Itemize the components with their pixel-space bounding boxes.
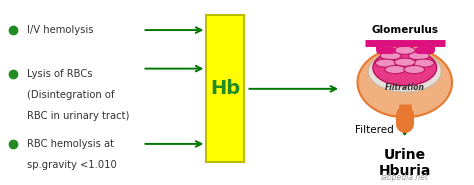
Circle shape [394, 46, 415, 54]
Text: Hb: Hb [210, 79, 240, 98]
Ellipse shape [368, 51, 441, 92]
Circle shape [380, 52, 401, 60]
Text: Filtration: Filtration [385, 83, 425, 92]
Circle shape [413, 59, 434, 67]
Ellipse shape [357, 48, 452, 117]
Text: RBC in urinary tract): RBC in urinary tract) [27, 111, 129, 121]
Text: (Disintegration of: (Disintegration of [27, 90, 114, 100]
FancyBboxPatch shape [206, 15, 244, 162]
Ellipse shape [373, 50, 437, 86]
Text: labpedia.net: labpedia.net [381, 174, 428, 182]
Circle shape [394, 58, 415, 66]
Circle shape [375, 59, 396, 67]
Text: Urine
Hburia: Urine Hburia [379, 148, 431, 178]
Text: Glomerulus: Glomerulus [371, 25, 438, 35]
Circle shape [404, 65, 425, 74]
Text: Lysis of RBCs: Lysis of RBCs [27, 69, 92, 79]
Text: Filtered: Filtered [355, 125, 394, 135]
Text: RBC hemolysis at: RBC hemolysis at [27, 139, 114, 149]
Text: I/V hemolysis: I/V hemolysis [27, 25, 93, 35]
Text: sp.gravity <1.010: sp.gravity <1.010 [27, 160, 117, 170]
Circle shape [409, 52, 429, 60]
Circle shape [385, 65, 406, 74]
